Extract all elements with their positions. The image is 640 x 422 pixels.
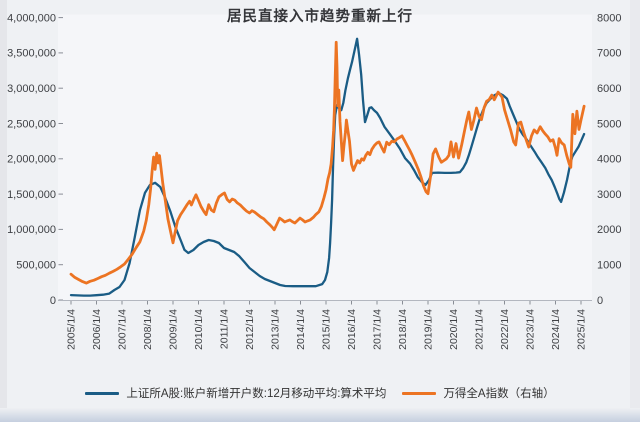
- legend-line-blue-icon: [85, 391, 120, 395]
- svg-text:2015/1/4: 2015/1/4: [321, 309, 333, 350]
- svg-text:2017/1/4: 2017/1/4: [372, 309, 384, 350]
- svg-text:2019/1/4: 2019/1/4: [423, 309, 435, 350]
- svg-text:2007/1/4: 2007/1/4: [117, 309, 129, 350]
- svg-text:2025/1/4: 2025/1/4: [576, 309, 588, 350]
- svg-text:3,500,000: 3,500,000: [7, 48, 56, 60]
- svg-text:8000: 8000: [597, 12, 621, 24]
- svg-text:4,000,000: 4,000,000: [7, 12, 56, 24]
- svg-text:2018/1/4: 2018/1/4: [397, 309, 409, 350]
- svg-text:2010/1/4: 2010/1/4: [193, 309, 205, 350]
- svg-text:2020/1/4: 2020/1/4: [448, 309, 460, 350]
- svg-text:6000: 6000: [597, 83, 621, 95]
- svg-text:2000: 2000: [597, 224, 621, 236]
- svg-text:2023/1/4: 2023/1/4: [525, 309, 537, 350]
- chart-legend: 上证所A股:账户新增开户数:12月移动平均:算术平均 万得全A指数（右轴）: [0, 383, 640, 403]
- svg-text:4000: 4000: [597, 154, 621, 166]
- chart-title: 居民直接入市趋势重新上行: [227, 9, 413, 25]
- svg-text:1,000,000: 1,000,000: [7, 224, 56, 236]
- legend-line-orange-icon: [402, 391, 437, 395]
- svg-text:2008/1/4: 2008/1/4: [142, 309, 154, 350]
- svg-text:2022/1/4: 2022/1/4: [499, 309, 511, 350]
- svg-text:2011/1/4: 2011/1/4: [219, 309, 231, 349]
- svg-text:5000: 5000: [597, 118, 621, 130]
- legend-item-index: 万得全A指数（右轴）: [402, 385, 555, 401]
- right-edge-shading: [630, 0, 640, 422]
- legend-item-accounts: 上证所A股:账户新增开户数:12月移动平均:算术平均: [85, 385, 386, 401]
- svg-text:3000: 3000: [597, 189, 621, 201]
- svg-text:2016/1/4: 2016/1/4: [346, 309, 358, 350]
- svg-text:2005/1/4: 2005/1/4: [66, 309, 78, 350]
- svg-text:1,500,000: 1,500,000: [7, 189, 56, 201]
- svg-text:2,000,000: 2,000,000: [7, 154, 56, 166]
- svg-text:2012/1/4: 2012/1/4: [244, 309, 256, 350]
- legend-label-accounts: 上证所A股:账户新增开户数:12月移动平均:算术平均: [126, 388, 387, 400]
- svg-text:2024/1/4: 2024/1/4: [550, 309, 562, 350]
- svg-text:0: 0: [50, 295, 56, 307]
- svg-text:7000: 7000: [597, 48, 621, 60]
- svg-text:0: 0: [597, 295, 603, 307]
- svg-text:2006/1/4: 2006/1/4: [91, 309, 103, 350]
- svg-text:2013/1/4: 2013/1/4: [270, 309, 282, 350]
- left-edge-shading: [0, 0, 7, 422]
- svg-text:2,500,000: 2,500,000: [7, 118, 56, 130]
- svg-text:500,000: 500,000: [16, 260, 56, 272]
- svg-text:3,000,000: 3,000,000: [7, 83, 56, 95]
- legend-label-index: 万得全A指数（右轴）: [443, 388, 555, 400]
- svg-text:1000: 1000: [597, 260, 621, 272]
- svg-text:2014/1/4: 2014/1/4: [295, 309, 307, 350]
- bottom-edge-shading: [0, 408, 640, 422]
- svg-text:2021/1/4: 2021/1/4: [474, 309, 486, 350]
- svg-text:2009/1/4: 2009/1/4: [168, 309, 180, 350]
